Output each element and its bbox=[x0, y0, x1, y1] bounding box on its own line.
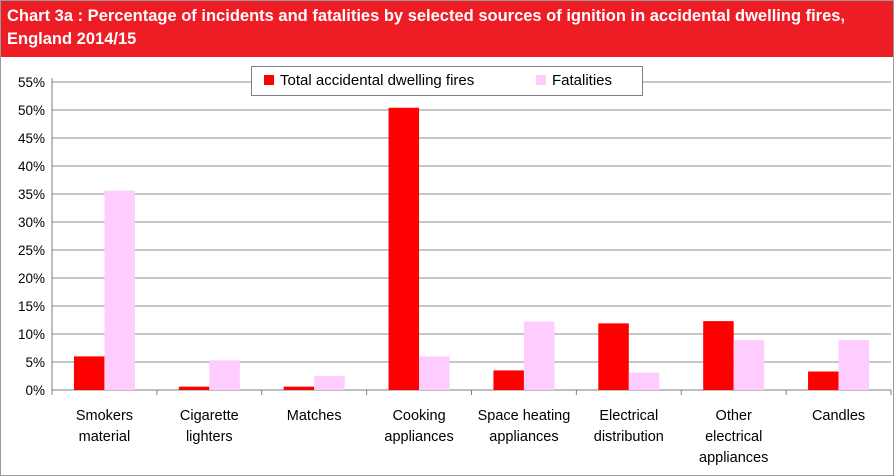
x-category-label: appliances bbox=[384, 429, 453, 445]
y-tick-label: 5% bbox=[25, 355, 45, 370]
bar-fatalities bbox=[523, 321, 555, 390]
x-category-label: Cooking bbox=[392, 408, 445, 424]
y-tick-label: 0% bbox=[25, 383, 45, 398]
bar-total-fires bbox=[178, 386, 210, 390]
x-category-label: material bbox=[79, 429, 131, 445]
bar-fatalities bbox=[209, 360, 240, 390]
y-tick-label: 25% bbox=[18, 243, 45, 258]
x-category-label: Candles bbox=[812, 408, 865, 424]
bar-total-fires bbox=[703, 321, 734, 390]
y-tick-label: 10% bbox=[18, 327, 45, 342]
legend: Total accidental dwelling fires Fataliti… bbox=[251, 66, 643, 96]
bar-fatalities bbox=[314, 376, 345, 390]
x-category-label: Electrical bbox=[599, 408, 658, 424]
y-tick-label: 45% bbox=[18, 131, 45, 146]
bar-fatalities bbox=[838, 340, 870, 390]
x-category-label: distribution bbox=[594, 429, 664, 445]
x-category-label: electrical bbox=[705, 429, 762, 445]
legend-label-fatalities: Fatalities bbox=[552, 72, 613, 89]
bar-fatalities bbox=[104, 190, 135, 390]
bar-total-fires bbox=[283, 386, 315, 390]
y-tick-label: 40% bbox=[18, 159, 45, 174]
x-category-label: Cigarette bbox=[180, 408, 239, 424]
bar-fatalities bbox=[733, 340, 765, 390]
bar-total-fires bbox=[388, 107, 420, 390]
x-category-label: Smokers bbox=[76, 408, 133, 424]
bar-total-fires bbox=[808, 371, 839, 390]
chart-title: Chart 3a : Percentage of incidents and f… bbox=[7, 7, 846, 48]
bar-total-fires bbox=[598, 323, 629, 390]
bar-total-fires bbox=[73, 356, 105, 390]
x-category-label: Space heating bbox=[478, 408, 571, 424]
x-category-label: Other bbox=[716, 408, 752, 424]
legend-item-total-fires: Total accidental dwelling fires bbox=[264, 72, 474, 89]
y-tick-label: 50% bbox=[18, 103, 45, 118]
x-category-label: Matches bbox=[287, 408, 342, 424]
legend-label-total-fires: Total accidental dwelling fires bbox=[280, 72, 475, 89]
y-tick-label: 30% bbox=[18, 215, 45, 230]
legend-swatch-total-fires bbox=[264, 75, 274, 85]
y-tick-label: 55% bbox=[18, 75, 45, 90]
title-bar: Chart 3a : Percentage of incidents and f… bbox=[1, 1, 893, 57]
x-category-label: lighters bbox=[186, 429, 233, 445]
y-tick-label: 20% bbox=[18, 271, 45, 286]
y-tick-label: 35% bbox=[18, 187, 45, 202]
bar-fatalities bbox=[419, 356, 450, 390]
x-category-label: appliances bbox=[489, 429, 558, 445]
x-category-label: appliances bbox=[699, 450, 768, 466]
bar-total-fires bbox=[493, 370, 524, 390]
bar-fatalities bbox=[628, 372, 660, 390]
legend-item-fatalities: Fatalities bbox=[536, 72, 612, 89]
legend-swatch-fatalities bbox=[536, 75, 546, 85]
y-tick-label: 15% bbox=[18, 299, 45, 314]
